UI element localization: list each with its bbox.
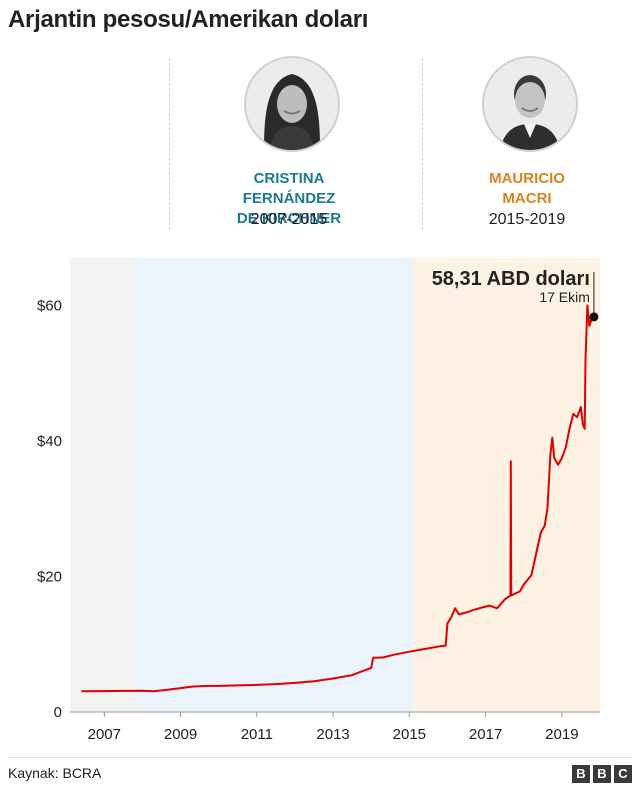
- y-tick-label: $60: [37, 297, 62, 314]
- leader-name-line1: CRISTINA FERNÁNDEZ: [242, 170, 336, 207]
- x-tick-label: 2017: [469, 726, 502, 743]
- leader-macri: MAURICIO MACRI 2015-2019: [449, 56, 605, 230]
- x-tick-label: 2015: [393, 726, 426, 743]
- footer-divider: [8, 757, 632, 758]
- leader-divider-left: [169, 58, 170, 230]
- leader-name: CRISTINA FERNÁNDEZ DE KIRCHNER: [211, 169, 367, 229]
- leader-name-line2: DE KIRCHNER: [236, 210, 342, 227]
- x-tick-label: 2011: [241, 726, 273, 743]
- x-tick-label: 2009: [164, 726, 197, 743]
- leader-years: 2015-2019: [488, 211, 566, 228]
- series-line-0: [81, 304, 595, 693]
- x-tick-label: 2013: [316, 726, 349, 743]
- annotation-date: 17 Ekim: [539, 289, 590, 305]
- y-tick-label: $20: [37, 568, 62, 585]
- leader-kirchner: CRISTINA FERNÁNDEZ DE KIRCHNER 2007-2015: [211, 56, 367, 230]
- x-tick-label: 2019: [545, 726, 578, 743]
- y-tick-label: 0: [54, 704, 62, 721]
- period-band-2: [413, 258, 600, 712]
- portrait-man-icon: [482, 56, 578, 152]
- period-band-1: [138, 258, 414, 712]
- annotation-value: 58,31 ABD doları: [432, 268, 590, 290]
- leader-divider-middle: [422, 58, 423, 230]
- leader-name-line2: MACRI: [502, 190, 552, 207]
- y-tick-label: $40: [37, 433, 62, 450]
- portrait-woman-icon: [244, 56, 340, 152]
- period-band-0: [70, 258, 139, 712]
- chart-title: Arjantin pesosu/Amerikan doları: [8, 6, 369, 33]
- exchange-rate-chart: 0 $20 $40 $60 2007 2009 2011 2013 2015 2017 2019 58…: [37, 258, 600, 743]
- leader-name: MAURICIO MACRI: [449, 169, 605, 209]
- leader-name-line1: MAURICIO: [489, 170, 565, 187]
- x-tick-label: 2007: [88, 726, 121, 743]
- source-label: Kaynak: BCRA: [8, 765, 102, 781]
- annotation-point: [589, 312, 599, 322]
- leader-years: 2007-2015: [250, 211, 328, 228]
